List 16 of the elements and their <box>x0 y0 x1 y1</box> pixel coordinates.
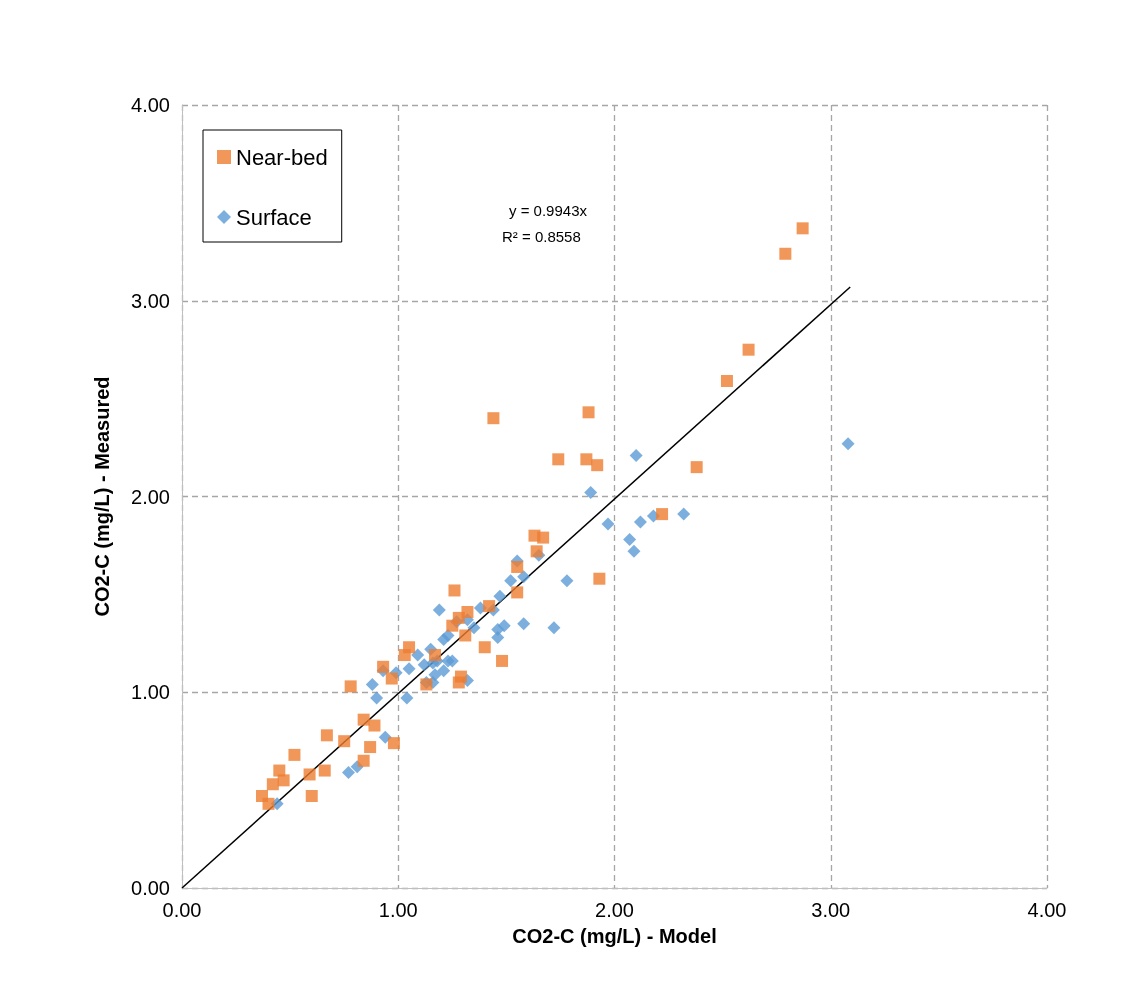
y-tick-label: 3.00 <box>131 289 170 312</box>
x-tick-label: 2.00 <box>595 899 634 921</box>
legend-label: Near-bed <box>236 144 328 170</box>
x-tick-label: 0.00 <box>162 899 202 921</box>
y-tick-label: 0.00 <box>131 877 170 899</box>
legend-label: Surface <box>236 204 312 230</box>
y-tick-label: 2.00 <box>131 485 170 508</box>
y-tick-label: 4.00 <box>131 94 170 116</box>
annotation: R² = 0.8558 <box>502 228 581 245</box>
y-axis-title: CO2-C (mg/L) - Measured <box>91 376 113 617</box>
y-tick-label: 1.00 <box>131 681 170 704</box>
x-axis-title: CO2-C (mg/L) - Model <box>512 925 717 947</box>
x-tick-label: 1.00 <box>378 899 418 921</box>
x-tick-label: 4.00 <box>1027 899 1067 921</box>
annotation: y = 0.9943x <box>509 202 588 219</box>
x-tick-label: 3.00 <box>811 899 851 921</box>
